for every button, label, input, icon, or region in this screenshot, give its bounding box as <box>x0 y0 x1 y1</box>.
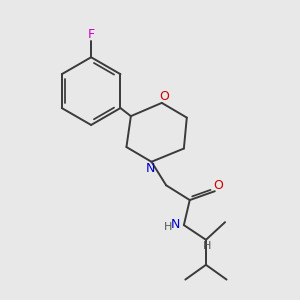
Text: O: O <box>159 90 169 103</box>
Text: N: N <box>171 218 180 231</box>
Text: N: N <box>145 162 155 175</box>
Text: H: H <box>203 241 212 251</box>
Text: F: F <box>88 28 95 41</box>
Text: H: H <box>164 222 173 233</box>
Text: O: O <box>213 179 223 192</box>
